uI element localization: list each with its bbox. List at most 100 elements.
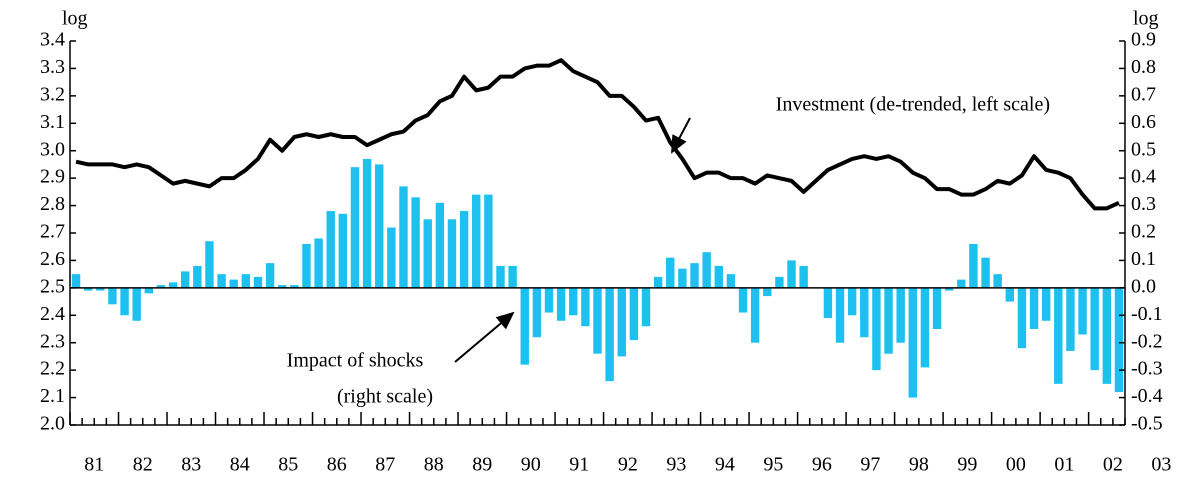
y2-tick-label: 0.9	[1131, 29, 1156, 51]
x-tick-label: 85	[278, 454, 298, 476]
bar	[193, 265, 202, 288]
y2-tick-label: 0.0	[1131, 275, 1156, 297]
x-tick-label: 00	[1006, 454, 1026, 476]
bar	[799, 265, 808, 288]
y-tick-label: 2.0	[40, 413, 65, 435]
x-tick-label: 82	[133, 454, 153, 476]
bar	[459, 211, 469, 288]
bar	[787, 260, 796, 288]
x-tick-label: 03	[1151, 454, 1171, 476]
bar	[217, 274, 226, 288]
y2-tick-label: -0.2	[1131, 330, 1163, 352]
bar	[423, 219, 432, 288]
bar	[532, 287, 542, 338]
bar	[241, 274, 251, 288]
bar	[738, 287, 748, 313]
bar	[290, 285, 299, 288]
bar	[411, 197, 420, 288]
bar	[278, 285, 287, 288]
x-tick-label: 87	[375, 454, 395, 476]
bar	[932, 287, 942, 329]
y-axis-label: log	[62, 8, 88, 30]
x-tick-label: 91	[569, 454, 589, 476]
x-tick-label: 93	[666, 454, 686, 476]
x-tick-label: 94	[715, 454, 735, 476]
bar	[472, 194, 481, 288]
y-tick-label: 2.2	[40, 358, 65, 380]
bar	[653, 276, 663, 288]
bar	[168, 282, 178, 288]
y2-tick-label: 0.6	[1131, 111, 1156, 133]
bar	[569, 287, 578, 316]
y2-axis-label: log	[1133, 8, 1159, 30]
y2-tick-label: 0.3	[1131, 193, 1156, 215]
y-tick-label: 3.4	[40, 29, 65, 51]
bar	[823, 287, 833, 319]
bar	[763, 287, 772, 297]
bar	[1029, 287, 1039, 329]
y-tick-label: 2.7	[40, 221, 65, 243]
bar	[496, 265, 505, 288]
y-tick-label: 3.0	[40, 138, 65, 160]
y2-tick-label: 0.8	[1131, 56, 1156, 78]
bar	[726, 274, 736, 288]
bar	[96, 287, 105, 291]
x-tick-label: 99	[957, 454, 977, 476]
bar	[71, 274, 81, 288]
bar	[629, 287, 639, 340]
y-tick-label: 2.9	[40, 166, 65, 188]
bar	[520, 287, 529, 365]
bar	[375, 164, 384, 288]
bar	[957, 279, 966, 288]
bar	[1090, 287, 1099, 371]
bar	[775, 276, 784, 288]
bar	[181, 271, 190, 288]
bar	[1005, 287, 1014, 302]
bar	[326, 211, 335, 288]
x-tick-label: 89	[472, 454, 492, 476]
x-tick-label: 86	[327, 454, 347, 476]
y-tick-label: 2.3	[40, 330, 65, 352]
bar	[1078, 287, 1087, 335]
line	[75, 58, 1120, 211]
bar	[884, 287, 893, 354]
bar	[229, 279, 238, 288]
bar	[1054, 287, 1063, 384]
bar	[1017, 287, 1027, 349]
bar	[108, 287, 117, 305]
bar	[144, 287, 154, 294]
y-tick-label: 2.1	[40, 385, 65, 407]
bar	[508, 265, 517, 288]
y2-tick-label: 0.5	[1131, 138, 1156, 160]
bar	[641, 287, 651, 327]
bar	[302, 243, 311, 288]
y2-tick-label: -0.3	[1131, 358, 1163, 380]
x-tick-label: 01	[1054, 454, 1074, 476]
bar	[83, 287, 93, 291]
y2-tick-label: -0.1	[1131, 303, 1163, 325]
bar	[605, 287, 614, 382]
bar	[969, 243, 978, 288]
y2-tick-label: 0.2	[1131, 221, 1156, 243]
bar	[617, 287, 626, 357]
bar	[484, 194, 493, 288]
bar	[860, 287, 869, 338]
x-tick-label: 97	[860, 454, 880, 476]
arrow	[454, 311, 515, 363]
bar	[556, 287, 566, 321]
y-tick-label: 2.5	[40, 275, 65, 297]
annotation: (right scale)	[337, 386, 433, 408]
bar	[120, 287, 129, 316]
bar	[447, 219, 457, 288]
y2-tick-label: -0.4	[1131, 385, 1163, 407]
bar	[847, 287, 857, 316]
y2-tick-label: 0.4	[1131, 166, 1156, 188]
bar	[702, 252, 711, 288]
y-tick-label: 2.4	[40, 303, 65, 325]
bar	[593, 287, 602, 354]
x-tick-label: 84	[230, 454, 250, 476]
annotation: Impact of shocks	[287, 350, 424, 372]
bar	[872, 287, 881, 371]
bar	[253, 276, 263, 288]
y-tick-label: 2.6	[40, 248, 65, 270]
